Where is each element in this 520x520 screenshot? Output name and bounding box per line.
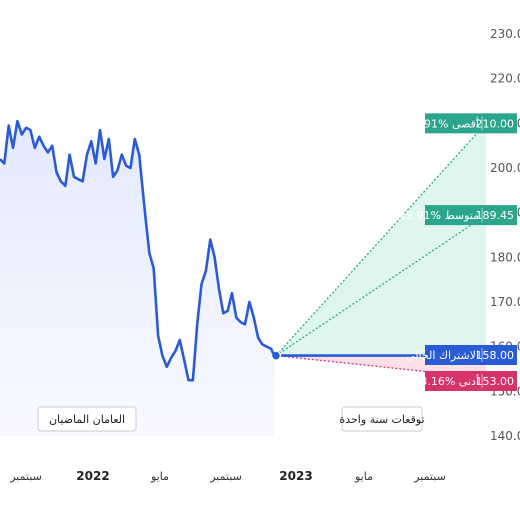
badge-min-label: -3.16% أدنى [416,374,479,388]
badge-min-value: 153.00 [476,375,515,388]
history-area [0,121,275,436]
history-label: العامان الماضيان [49,413,125,426]
x-tick-label: 2022 [76,469,109,483]
x-axis: سبتمبر 2022 مايو سبتمبر 2023 مايو سبتمبر [9,469,446,483]
badge-max-label: +32.91% أقصى [397,116,479,130]
y-tick-label: 200.00 [490,161,520,175]
badge-avg-bg [425,205,517,226]
x-tick-label: سبتمبر [209,470,242,483]
history-series-line [0,119,276,382]
x-tick-label: سبتمبر [413,470,446,483]
forecast-label: توقعات سنة واحدة [339,413,424,426]
y-tick-label: 170.00 [490,295,520,309]
y-tick-label: 140.00 [490,429,520,443]
y-tick-label: 230.00 [490,27,520,41]
badge-max-value: 210.00 [476,117,515,130]
forecast-line-2 [275,354,487,379]
x-tick-label: مايو [354,470,373,483]
forecast-line-0 [275,122,487,357]
badge-current-label: الاشتراك الحالي [406,349,479,362]
badge-avg-value: 189.45 [476,209,515,222]
section-labels: العامان الماضيان توقعات سنة واحدة [37,406,425,432]
badge-max-bg [425,113,517,134]
history-label-box [37,406,137,432]
badge-current-bg [425,345,517,365]
x-tick-label: سبتمبر [9,470,42,483]
x-tick-label: مايو [150,470,169,483]
badge-current-value: 158.00 [476,349,515,362]
x-tick-label: 2023 [279,469,312,483]
history-line [0,119,276,382]
y-tick-label: 180.00 [490,250,520,264]
badge-avg-label: +19.91% متوسط [390,209,479,222]
forecast-area [276,123,486,378]
badge-min-bg [425,371,517,391]
forecast-label-box [341,406,423,432]
history-fill [0,121,275,436]
y-tick-label: 220.00 [490,72,520,86]
